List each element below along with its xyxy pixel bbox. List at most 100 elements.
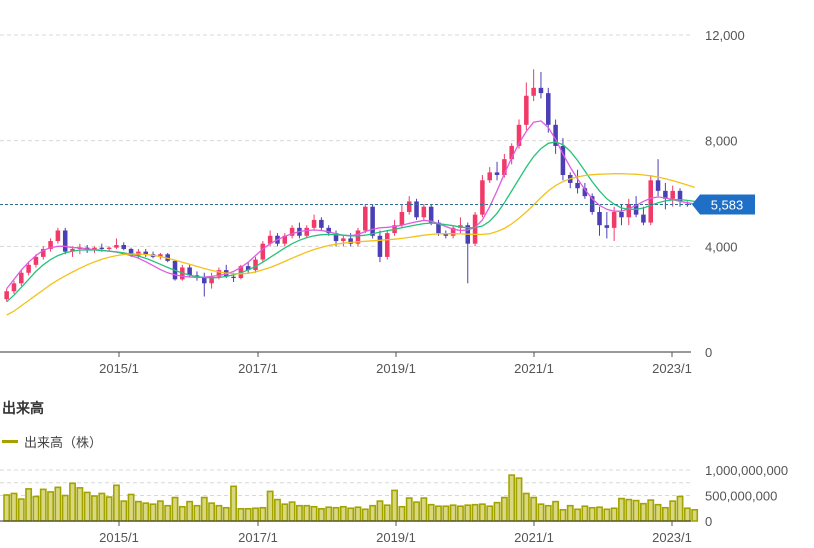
candle-body — [209, 276, 214, 284]
ma-mid-line — [6, 141, 695, 303]
volume-bar — [252, 507, 259, 522]
candle-body — [311, 219, 317, 228]
volume-bar — [530, 496, 538, 522]
volume-bar — [164, 504, 172, 522]
candle-body — [282, 235, 288, 244]
candle-body — [516, 124, 522, 146]
candle-body — [238, 266, 244, 279]
price-x-tick-label: 2017/1 — [238, 361, 278, 376]
volume-x-tick-label: 2019/1 — [376, 530, 416, 545]
volume-bar — [603, 508, 611, 522]
candle-body — [421, 206, 427, 218]
volume-bar — [493, 501, 501, 522]
candle-body — [143, 251, 148, 255]
candle-body — [575, 182, 580, 189]
candle-body — [480, 180, 485, 215]
candle-body — [406, 201, 412, 212]
volume-bar — [76, 487, 84, 522]
volume-bar — [91, 495, 98, 522]
volume-bar — [215, 504, 223, 522]
volume-bar — [691, 508, 699, 522]
volume-bar — [347, 507, 355, 522]
candle-body — [304, 227, 310, 236]
volume-bar — [618, 497, 625, 522]
volume-bar — [354, 506, 362, 522]
volume-bar — [54, 486, 62, 522]
candle-body — [582, 188, 588, 197]
volume-legend-swatch — [2, 440, 18, 443]
volume-bar — [295, 504, 303, 522]
candle-body — [4, 291, 9, 300]
volume-legend[interactable]: 出来高（株） — [2, 432, 102, 451]
candle-body — [494, 172, 500, 176]
volume-bar — [281, 503, 289, 522]
candle-body — [377, 235, 383, 257]
volume-bar — [500, 496, 508, 522]
candle-body — [487, 172, 492, 181]
volume-bar — [178, 505, 186, 522]
volume-bar — [193, 504, 201, 522]
volume-bar — [171, 496, 179, 522]
volume-bar — [420, 497, 428, 522]
candle-body — [128, 248, 134, 256]
candle-body — [216, 270, 222, 277]
volume-bar — [310, 505, 318, 522]
volume-bar — [230, 485, 237, 522]
price-x-tick-label: 2021/1 — [514, 361, 554, 376]
volume-bar — [244, 507, 252, 522]
candle-body — [611, 211, 617, 228]
volume-bar — [369, 504, 377, 522]
volume-bar — [669, 500, 677, 522]
volume-bar — [274, 498, 281, 522]
candle-body — [231, 276, 236, 279]
price-y-tick-label: 0 — [705, 345, 712, 360]
candle-body — [436, 222, 441, 234]
volume-bar — [83, 491, 91, 522]
volume-bar — [17, 498, 25, 522]
price-x-tick-label: 2023/1 — [652, 361, 692, 376]
volume-bar — [457, 505, 464, 522]
volume-bar — [522, 492, 530, 522]
volume-bar — [632, 499, 640, 522]
volume-bar — [625, 498, 633, 522]
volume-bar — [332, 506, 340, 522]
volume-bar — [237, 507, 245, 522]
volume-bar — [398, 505, 406, 522]
volume-legend-label: 出来高（株） — [24, 435, 103, 450]
candle-body — [626, 204, 632, 218]
candle-body — [546, 93, 551, 125]
volume-bar — [156, 500, 164, 522]
candle-body — [348, 238, 353, 244]
price-x-tick-label: 2015/1 — [99, 361, 139, 376]
volume-bar — [32, 495, 40, 522]
volume-bar — [435, 505, 442, 522]
volume-bar — [471, 503, 479, 522]
volume-section-title: 出来高 — [2, 400, 44, 416]
candle-body — [341, 238, 346, 242]
price-y-tick-label: 8,000 — [705, 134, 738, 149]
candle-body — [641, 214, 646, 223]
volume-bar — [478, 503, 486, 522]
candle-body — [267, 235, 273, 244]
volume-bar — [47, 491, 55, 522]
candle-body — [319, 219, 324, 228]
current-price-label: 5,583 — [711, 198, 744, 213]
candle-body — [48, 241, 53, 249]
volume-bar — [317, 507, 325, 522]
volume-bar — [537, 503, 545, 522]
volume-bar — [405, 497, 413, 522]
candle-body — [663, 190, 668, 199]
volume-bar — [391, 489, 399, 522]
volume-bar — [288, 501, 296, 522]
volume-bar — [581, 505, 589, 522]
current-price-badge — [692, 194, 755, 215]
volume-bar — [654, 503, 662, 522]
volume-bar — [464, 504, 472, 522]
candle-body — [472, 214, 478, 244]
volume-bar — [552, 500, 560, 522]
volume-bar — [413, 501, 420, 522]
candle-body — [326, 227, 331, 234]
volume-bar — [639, 502, 647, 522]
candle-body — [538, 87, 544, 94]
